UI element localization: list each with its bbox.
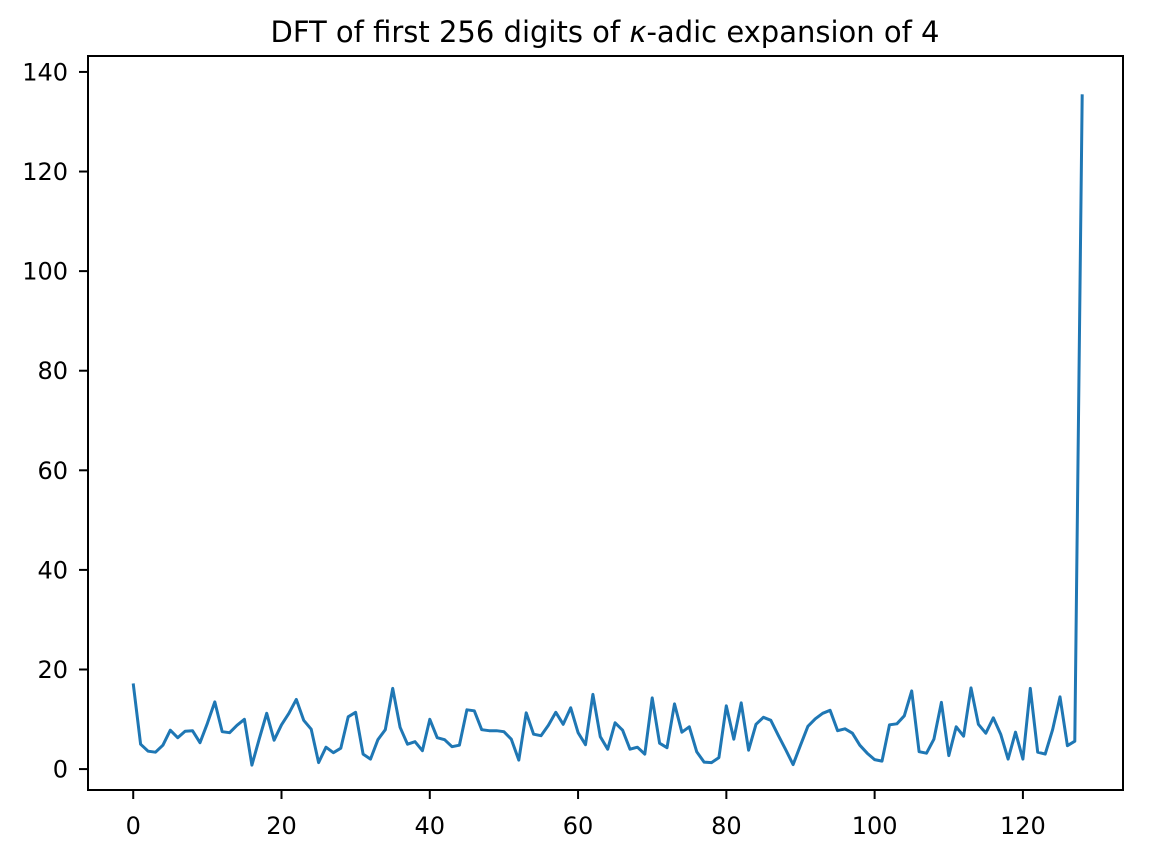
chart-title-kappa-symbol: κ xyxy=(629,15,646,49)
y-tick-label: 100 xyxy=(22,258,68,286)
x-axis-ticks: 0 20 40 60 80 100 120 xyxy=(126,790,1046,840)
x-tick-label: 0 xyxy=(126,812,141,840)
y-tick-label: 60 xyxy=(37,457,68,485)
y-tick-label: 40 xyxy=(37,556,68,584)
x-tick-label: 20 xyxy=(266,812,297,840)
x-tick-label: 40 xyxy=(415,812,446,840)
y-tick-label: 0 xyxy=(53,756,68,784)
y-tick-label: 80 xyxy=(37,357,68,385)
y-tick-label: 20 xyxy=(37,656,68,684)
y-tick-label: 120 xyxy=(22,158,68,186)
x-tick-label: 120 xyxy=(1000,812,1046,840)
x-tick-label: 100 xyxy=(852,812,898,840)
chart-title-prefix: DFT of first 256 digits of xyxy=(270,15,629,49)
chart-title-suffix: -adic expansion of 4 xyxy=(646,15,939,49)
y-axis-ticks: 0 20 40 60 80 100 120 140 xyxy=(22,58,88,784)
chart-title: DFT of first 256 digits of κ-adic expans… xyxy=(270,15,939,49)
y-tick-label: 140 xyxy=(22,58,68,86)
x-tick-label: 80 xyxy=(711,812,742,840)
dft-magnitude-line xyxy=(131,94,1084,767)
axes-spines xyxy=(87,55,1124,791)
x-tick-label: 60 xyxy=(563,812,594,840)
